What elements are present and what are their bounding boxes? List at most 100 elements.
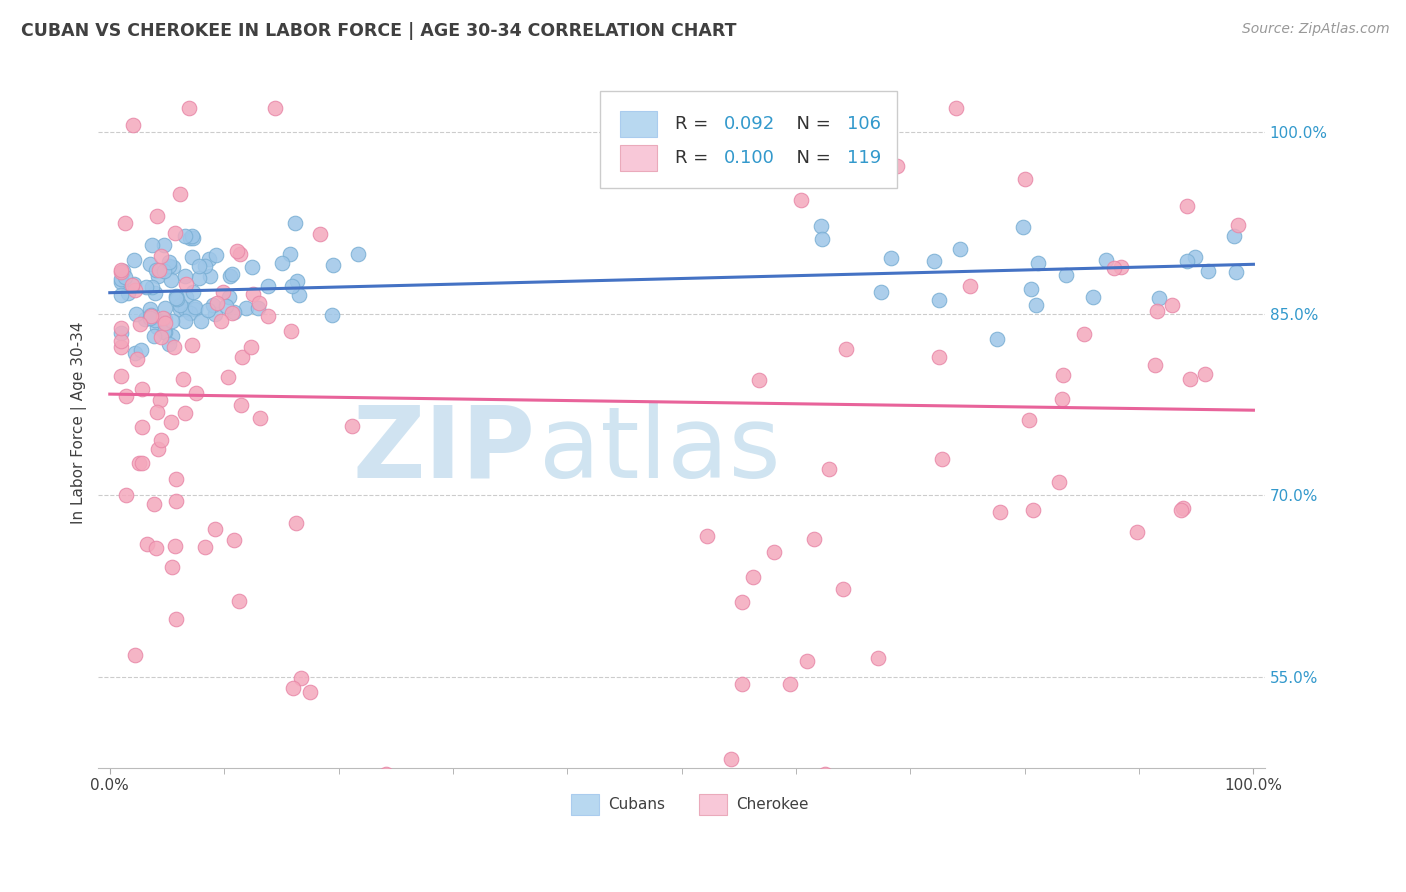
Point [143, 313, 166, 327]
Point [1021, 282, 1043, 296]
Point [149, 393, 172, 408]
Text: N =: N = [786, 149, 837, 167]
Point [162, 260, 184, 274]
Point [165, 472, 187, 486]
Point [205, 248, 228, 262]
Point [321, 308, 343, 322]
Point [835, 342, 858, 356]
Point [180, 228, 202, 243]
Point [163, 226, 186, 240]
Point [121, 277, 143, 292]
Bar [620, 111, 657, 136]
Point [125, 307, 148, 321]
Point [148, 263, 170, 277]
Point [110, 326, 132, 341]
Point [179, 306, 201, 320]
Point [172, 372, 194, 386]
Point [122, 252, 145, 267]
Point [1047, 475, 1070, 489]
Point [1170, 503, 1192, 517]
Point [197, 302, 219, 317]
Point [340, 418, 363, 433]
Point [186, 386, 208, 401]
Point [1109, 260, 1132, 274]
Point [1143, 358, 1166, 372]
Point [299, 685, 322, 699]
Point [204, 522, 226, 536]
Point [1149, 291, 1171, 305]
Point [122, 118, 145, 132]
Point [165, 612, 187, 626]
Point [217, 369, 239, 384]
Point [228, 594, 250, 608]
Point [270, 256, 292, 270]
Point [1050, 392, 1073, 407]
Point [247, 296, 270, 310]
Point [141, 238, 163, 252]
Point [1175, 253, 1198, 268]
Point [810, 219, 832, 233]
Point [309, 227, 332, 241]
Point [194, 540, 217, 554]
Point [135, 280, 157, 294]
Point [868, 651, 890, 665]
Point [796, 654, 818, 668]
Point [288, 287, 311, 301]
Text: atlas: atlas [540, 401, 780, 499]
Point [169, 298, 191, 312]
Point [150, 330, 173, 344]
Point [146, 405, 169, 419]
Point [149, 249, 172, 263]
Point [110, 320, 132, 334]
Point [374, 767, 396, 781]
Point [190, 314, 212, 328]
Point [1022, 503, 1045, 517]
Point [143, 497, 166, 511]
Point [818, 461, 841, 475]
Point [731, 595, 754, 609]
Point [179, 231, 201, 245]
Point [146, 319, 169, 334]
Point [832, 582, 855, 597]
Point [110, 272, 132, 286]
Point [988, 505, 1011, 519]
Point [183, 301, 205, 315]
Point [720, 751, 742, 765]
Point [222, 533, 245, 547]
Point [1014, 172, 1036, 186]
Point [131, 382, 153, 396]
Point [148, 268, 170, 283]
Point [696, 529, 718, 543]
Text: Cubans: Cubans [609, 797, 665, 812]
Point [228, 246, 250, 260]
Text: R =: R = [675, 115, 714, 133]
Point [1073, 326, 1095, 341]
Point [169, 187, 191, 202]
Point [246, 301, 269, 315]
Bar [620, 145, 657, 171]
Point [174, 314, 197, 328]
Point [1052, 368, 1074, 383]
Point [165, 291, 187, 305]
Point [257, 310, 280, 324]
Point [139, 310, 162, 324]
Point [790, 194, 813, 208]
Point [145, 541, 167, 555]
Point [181, 338, 204, 352]
Point [131, 456, 153, 470]
Point [152, 310, 174, 325]
Point [886, 160, 908, 174]
Point [160, 560, 183, 574]
Point [134, 311, 156, 326]
Point [741, 570, 763, 584]
Text: Source: ZipAtlas.com: Source: ZipAtlas.com [1241, 22, 1389, 37]
Point [155, 316, 177, 330]
Point [141, 280, 163, 294]
Point [131, 419, 153, 434]
Point [281, 279, 304, 293]
Point [145, 263, 167, 277]
Point [1025, 298, 1047, 312]
Point [139, 309, 162, 323]
Point [218, 268, 240, 283]
Point [1178, 372, 1201, 386]
